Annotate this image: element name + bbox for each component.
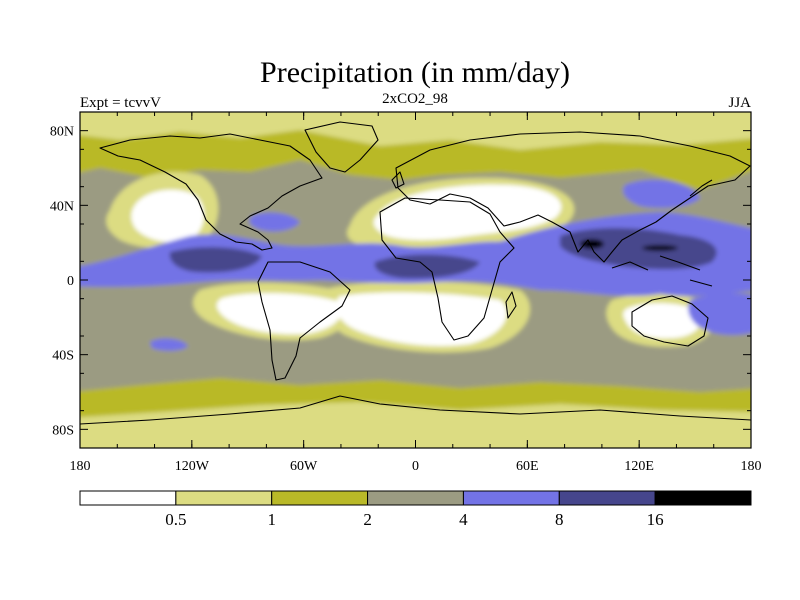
colorbar-swatch [462,490,560,506]
lon-tick-label: 60E [516,459,539,474]
band-4-8-nwpacific [623,179,700,208]
band-8-16-epacific [169,247,262,273]
lon-tick-label: 180 [741,459,762,474]
colorbar-swatch [271,490,369,506]
band-lt05-australia [623,303,702,339]
lat-tick-label: 40N [50,199,74,214]
lat-tick-label: 0 [67,274,74,289]
season-label: JJA [728,95,751,111]
lon-tick-label: 180 [70,459,91,474]
colorbar-swatch [558,490,656,506]
lat-tick-label: 80N [50,125,74,140]
band-4-8-indian-south [688,293,751,335]
lat-tick-label: 80S [52,423,74,438]
coast-north-america [99,133,323,251]
colorbar-label: 2 [363,510,372,529]
lat-tick-label: 40S [52,349,74,364]
chart-title: Precipitation (in mm/day) [260,56,570,89]
band-05-1-antarctic [80,402,751,448]
band-gt16-bay-of-bengal [580,239,604,249]
colorbar-swatch [654,490,752,506]
lon-tick-label: 120E [624,459,654,474]
coast-antarctica [80,395,751,425]
band-4-8-gulf [249,212,300,232]
colorbar-swatch [175,490,273,506]
band-lt05-npacific [131,189,205,243]
colorbar-label: 4 [459,510,468,529]
colorbar: 0.5 1 2 4 8 16 [79,490,752,529]
map-ticks: 180 120W 60W 0 60E 120E 180 80N 40N 0 40S 80S [50,111,762,474]
run-label: 2xCO2_98 [382,91,448,107]
experiment-label: Expt = tcvvV [80,95,161,111]
colorbar-label: 8 [555,510,564,529]
coast-australia [631,295,709,347]
band-gt16-philippines [642,245,678,251]
colorbar-label: 1 [267,510,276,529]
coast-japan [689,179,713,197]
band-lt05-spacific [216,293,343,335]
coast-madagascar [505,291,517,319]
coast-africa [379,197,515,341]
coast-maritime-continent [611,255,713,287]
band-8-16-monsoon [560,228,717,270]
coast-greenland [304,121,379,173]
band-05-1-arctic [80,112,751,150]
coast-south-america [257,261,351,381]
band-lt05-satlantic [335,292,507,347]
lon-tick-label: 120W [175,459,210,474]
band-8-16-atlantic [374,254,480,279]
lon-tick-label: 60W [290,459,318,474]
colorbar-label: 0.5 [165,510,186,529]
colorbar-swatch [79,490,177,506]
coast-eurasia [395,131,751,263]
colorbar-swatch [367,490,464,506]
precipitation-field [80,112,751,448]
band-4-8-swpacific [150,338,188,351]
coastlines [80,121,751,425]
lon-tick-label: 0 [412,459,419,474]
colorbar-label: 16 [647,510,664,529]
coast-uk [391,171,405,189]
